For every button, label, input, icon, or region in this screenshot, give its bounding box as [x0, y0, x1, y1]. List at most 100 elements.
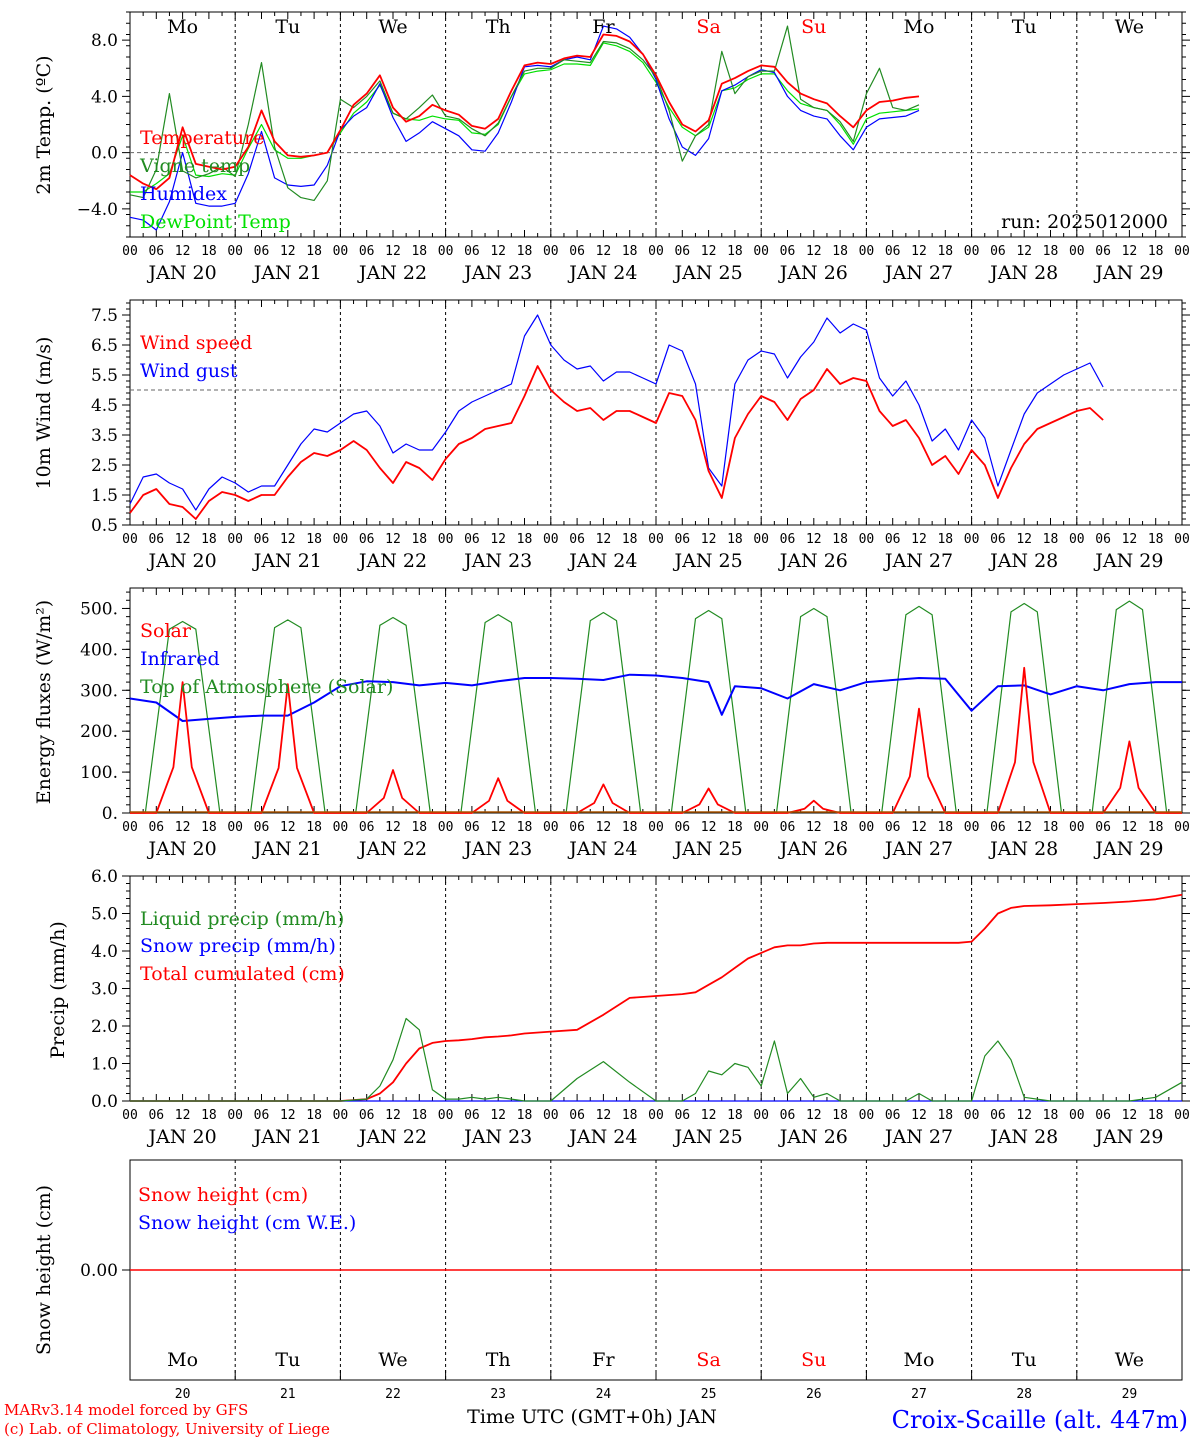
hour-tick-label: 18	[517, 532, 533, 547]
hour-tick-label: 18	[727, 820, 743, 835]
hour-tick-label: 06	[569, 244, 585, 259]
hour-tick-label: 18	[832, 244, 848, 259]
hour-tick-label: 12	[1122, 1108, 1138, 1123]
hour-tick-label: 06	[1095, 244, 1111, 259]
hour-tick-label: 06	[254, 244, 270, 259]
hour-tick-label: 18	[411, 532, 427, 547]
date-label: JAN 28	[988, 262, 1058, 284]
hour-tick-label: 06	[464, 1108, 480, 1123]
y-tick-label: 2.0	[91, 1017, 118, 1037]
ylabel-wind: 10m Wind (m/s)	[33, 337, 55, 490]
date-label: JAN 27	[883, 550, 953, 572]
hour-tick-label: 06	[674, 820, 690, 835]
ylabel-snow: Snow height (cm)	[33, 1185, 55, 1355]
legend-infrared: Infrared	[140, 648, 220, 670]
hour-tick-label: 12	[701, 820, 717, 835]
date-label: JAN 23	[462, 262, 532, 284]
hour-tick-label: 12	[911, 532, 927, 547]
panel-wind	[122, 299, 1190, 526]
legend-humidex: Humidex	[140, 183, 227, 205]
hour-tick-label: 18	[201, 820, 217, 835]
legend-snow-precip: Snow precip (mm/h)	[140, 935, 336, 957]
hour-tick-label: 12	[385, 532, 401, 547]
hour-tick-label: 06	[780, 244, 796, 259]
y-tick-label: 1.5	[91, 486, 118, 506]
hour-tick-label: 00	[438, 244, 454, 259]
hour-tick-label: 00	[859, 244, 875, 259]
weekday-label: Sa	[696, 16, 720, 38]
hour-tick-label: 00	[122, 532, 138, 547]
hour-tick-label: 12	[175, 532, 191, 547]
hour-tick-label: 00	[227, 244, 243, 259]
date-label: JAN 25	[673, 550, 743, 572]
legend-liquid-precip: Liquid precip (mm/h)	[140, 908, 344, 930]
hour-tick-label: 00	[333, 820, 349, 835]
hour-tick-label: 00	[438, 820, 454, 835]
weekday-label-bottom: Mo	[167, 1349, 198, 1371]
hour-tick-label: 12	[490, 1108, 506, 1123]
hour-tick-label: 12	[490, 820, 506, 835]
hour-tick-label: 00	[648, 1108, 664, 1123]
hour-tick-label: 18	[201, 532, 217, 547]
hour-tick-label: 12	[1122, 532, 1138, 547]
day-number-label: 28	[1016, 1387, 1032, 1402]
hour-tick-label: 00	[227, 820, 243, 835]
hour-tick-label: 00	[648, 244, 664, 259]
hour-tick-label: 06	[1095, 532, 1111, 547]
hour-tick-label: 12	[701, 244, 717, 259]
hour-tick-label: 18	[937, 244, 953, 259]
legend-wind-gust: Wind gust	[140, 360, 238, 382]
hour-tick-label: 12	[806, 1108, 822, 1123]
hour-tick-label: 00	[859, 532, 875, 547]
hour-tick-label: 12	[806, 532, 822, 547]
hour-tick-label: 00	[753, 532, 769, 547]
y-tick-label: 6.5	[91, 336, 118, 356]
hour-tick-label: 00	[964, 244, 980, 259]
station-name: Croix-Scaille (alt. 447m)	[892, 1406, 1188, 1434]
y-tick-label: 7.5	[91, 306, 118, 326]
weekday-label-bottom: Mo	[904, 1349, 935, 1371]
hour-tick-label: 18	[1148, 1108, 1164, 1123]
date-label: JAN 27	[883, 1126, 953, 1148]
y-tick-label: 5.5	[91, 366, 118, 386]
hour-tick-label: 00	[438, 532, 454, 547]
weekday-label-bottom: Fr	[592, 1349, 615, 1371]
hour-tick-label: 18	[306, 532, 322, 547]
date-label: JAN 28	[988, 550, 1058, 572]
weekday-label: We	[1115, 16, 1144, 38]
hour-tick-label: 06	[885, 1108, 901, 1123]
hour-tick-label: 00	[1174, 244, 1190, 259]
series-dewpoint-temp	[130, 42, 920, 193]
series-infrared	[129, 673, 1182, 722]
hour-tick-label: 06	[990, 532, 1006, 547]
hour-tick-label: 12	[490, 244, 506, 259]
hour-tick-label: 00	[964, 1108, 980, 1123]
hour-tick-label: 18	[201, 244, 217, 259]
hour-tick-label: 06	[569, 820, 585, 835]
hour-tick-label: 18	[622, 820, 638, 835]
day-number-label: 23	[490, 1387, 506, 1402]
y-tick-label: 0.0	[91, 1092, 118, 1112]
weekday-label: Mo	[904, 16, 935, 38]
hour-tick-label: 12	[490, 532, 506, 547]
hour-tick-label: 06	[885, 244, 901, 259]
y-tick-label: 400.	[80, 640, 118, 660]
hour-tick-label: 06	[990, 820, 1006, 835]
legend-vigne-temp: Vigne temp	[139, 155, 250, 177]
hour-tick-label: 06	[148, 244, 164, 259]
ylabel-temperature: 2m Temp. (ºC)	[33, 55, 55, 194]
footer-model: MARv3.14 model forced by GFS	[4, 1401, 248, 1419]
hour-tick-label: 00	[1174, 820, 1190, 835]
legend-dewpoint: DewPoint Temp	[140, 211, 291, 233]
hour-tick-label: 06	[674, 532, 690, 547]
hour-tick-label: 06	[148, 820, 164, 835]
hour-tick-label: 06	[254, 820, 270, 835]
ylabel-energy: Energy fluxes (W/m²)	[33, 600, 55, 804]
hour-tick-label: 06	[569, 1108, 585, 1123]
run-label: run: 2025012000	[1001, 211, 1168, 233]
hour-tick-label: 18	[411, 820, 427, 835]
date-label: JAN 24	[567, 550, 637, 572]
hour-tick-label: 18	[517, 244, 533, 259]
weekday-label-bottom: Th	[486, 1349, 511, 1371]
hour-tick-label: 18	[832, 1108, 848, 1123]
